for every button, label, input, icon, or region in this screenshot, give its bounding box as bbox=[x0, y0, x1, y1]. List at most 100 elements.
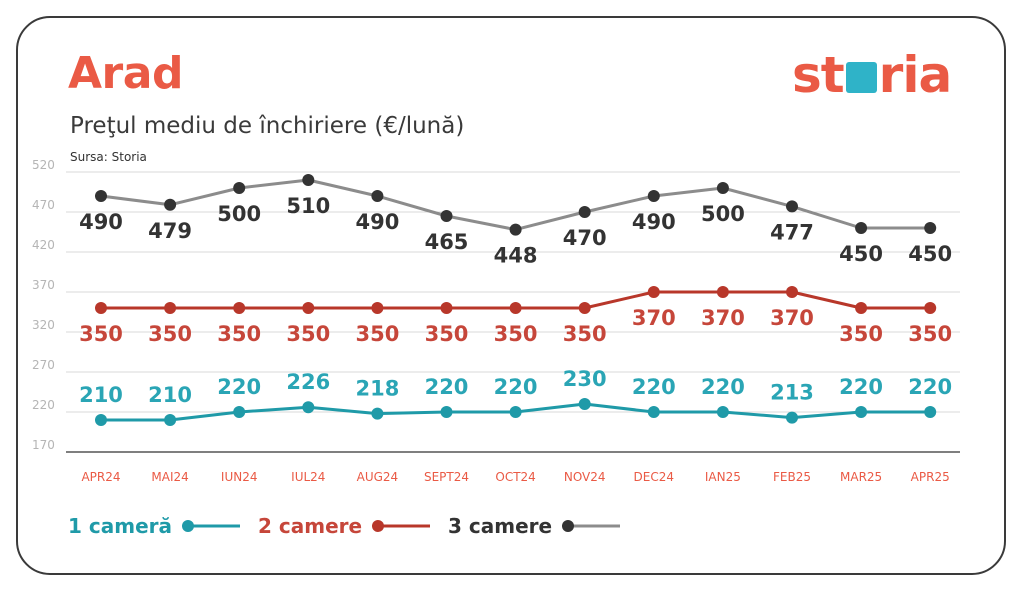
chart-card bbox=[16, 16, 1006, 575]
data-label: 218 bbox=[355, 377, 399, 401]
data-label: 350 bbox=[908, 322, 952, 346]
data-label: 220 bbox=[701, 375, 745, 399]
data-label: 220 bbox=[494, 375, 538, 399]
data-label: 490 bbox=[355, 210, 399, 234]
x-tick-label: OCT24 bbox=[495, 470, 535, 484]
data-point bbox=[647, 406, 660, 418]
data-label: 350 bbox=[217, 322, 261, 346]
data-point bbox=[786, 411, 798, 424]
data-label: 470 bbox=[563, 226, 607, 250]
x-tick-label: APR25 bbox=[911, 470, 950, 484]
legend-label: 2 camere bbox=[258, 514, 363, 538]
legend-swatch-icon bbox=[562, 520, 621, 532]
data-label: 370 bbox=[701, 306, 745, 330]
data-label: 350 bbox=[563, 322, 607, 346]
data-point bbox=[509, 223, 522, 236]
legend-swatch-icon bbox=[372, 520, 431, 532]
x-tick-label: SEPT24 bbox=[424, 470, 469, 484]
data-label: 350 bbox=[425, 322, 469, 346]
chart-source: Sursa: Storia bbox=[70, 150, 147, 164]
legend-3-camere: 3 camere bbox=[448, 513, 622, 539]
y-tick-label: 320 bbox=[32, 318, 55, 332]
x-tick-label: DEC24 bbox=[634, 470, 674, 484]
data-label: 350 bbox=[148, 322, 192, 346]
data-label: 350 bbox=[355, 322, 399, 346]
data-label: 226 bbox=[286, 370, 330, 394]
data-label: 220 bbox=[839, 375, 883, 399]
x-tick-label: APR24 bbox=[81, 470, 120, 484]
y-tick-label: 170 bbox=[32, 438, 55, 452]
data-label: 510 bbox=[286, 194, 330, 218]
data-point bbox=[233, 182, 246, 194]
data-label: 350 bbox=[494, 322, 538, 346]
data-point bbox=[302, 401, 315, 414]
chart-title: Preţul mediu de închiriere (€/lună) bbox=[70, 113, 465, 139]
data-point bbox=[164, 302, 177, 314]
data-point bbox=[924, 302, 937, 314]
y-tick-label: 220 bbox=[32, 398, 55, 412]
data-point bbox=[371, 302, 384, 314]
legend-label: 3 camere bbox=[448, 514, 553, 538]
data-label: 220 bbox=[632, 375, 676, 399]
data-point bbox=[855, 406, 868, 418]
data-label: 450 bbox=[839, 242, 883, 266]
y-tick-label: 470 bbox=[32, 198, 55, 212]
data-label: 220 bbox=[217, 375, 261, 399]
data-label: 350 bbox=[839, 322, 883, 346]
logo-square-icon bbox=[845, 62, 877, 93]
data-label: 230 bbox=[563, 367, 607, 391]
data-point bbox=[578, 398, 591, 410]
data-point bbox=[440, 302, 453, 314]
x-tick-label: FEB25 bbox=[773, 470, 811, 484]
data-label: 213 bbox=[770, 381, 814, 405]
data-point bbox=[509, 406, 522, 418]
x-tick-label: IUN24 bbox=[221, 470, 258, 484]
data-label: 500 bbox=[701, 202, 745, 226]
data-label: 350 bbox=[286, 322, 330, 346]
data-label: 479 bbox=[148, 219, 192, 243]
data-label: 477 bbox=[770, 220, 814, 244]
data-point bbox=[855, 222, 868, 234]
data-point bbox=[786, 286, 798, 298]
data-label: 210 bbox=[79, 383, 123, 407]
x-tick-label: NOV24 bbox=[564, 470, 606, 484]
data-point bbox=[578, 302, 591, 314]
data-point bbox=[164, 414, 177, 426]
legend-label: 1 cameră bbox=[68, 514, 172, 538]
data-point bbox=[164, 198, 177, 211]
data-point bbox=[371, 190, 384, 202]
data-label: 210 bbox=[148, 383, 192, 407]
data-point bbox=[716, 406, 729, 418]
legend-2-camere: 2 camere bbox=[258, 513, 432, 539]
data-point bbox=[924, 222, 937, 234]
data-point bbox=[95, 302, 107, 314]
city-title: Arad bbox=[68, 48, 183, 99]
y-tick-label: 270 bbox=[32, 358, 55, 372]
data-point bbox=[302, 302, 315, 314]
data-point bbox=[233, 406, 246, 418]
data-point bbox=[578, 206, 591, 218]
data-point bbox=[371, 407, 384, 420]
logo-text-end: ria bbox=[878, 46, 953, 104]
data-label: 490 bbox=[79, 210, 123, 234]
y-tick-label: 370 bbox=[32, 278, 55, 292]
x-tick-label: AUG24 bbox=[357, 470, 399, 484]
data-point bbox=[855, 302, 868, 314]
data-point bbox=[233, 302, 246, 314]
y-tick-label: 520 bbox=[32, 158, 55, 172]
data-point bbox=[716, 182, 729, 194]
data-label: 350 bbox=[79, 322, 123, 346]
data-point bbox=[647, 190, 660, 202]
data-label: 500 bbox=[217, 202, 261, 226]
data-point bbox=[440, 406, 453, 418]
data-point bbox=[509, 302, 522, 314]
data-point bbox=[786, 200, 798, 213]
x-tick-label: MAR25 bbox=[840, 470, 882, 484]
data-label: 220 bbox=[425, 375, 469, 399]
x-tick-label: IUL24 bbox=[291, 470, 325, 484]
data-label: 448 bbox=[494, 244, 538, 268]
data-point bbox=[924, 406, 937, 418]
data-point bbox=[440, 210, 453, 222]
data-point bbox=[95, 190, 107, 202]
